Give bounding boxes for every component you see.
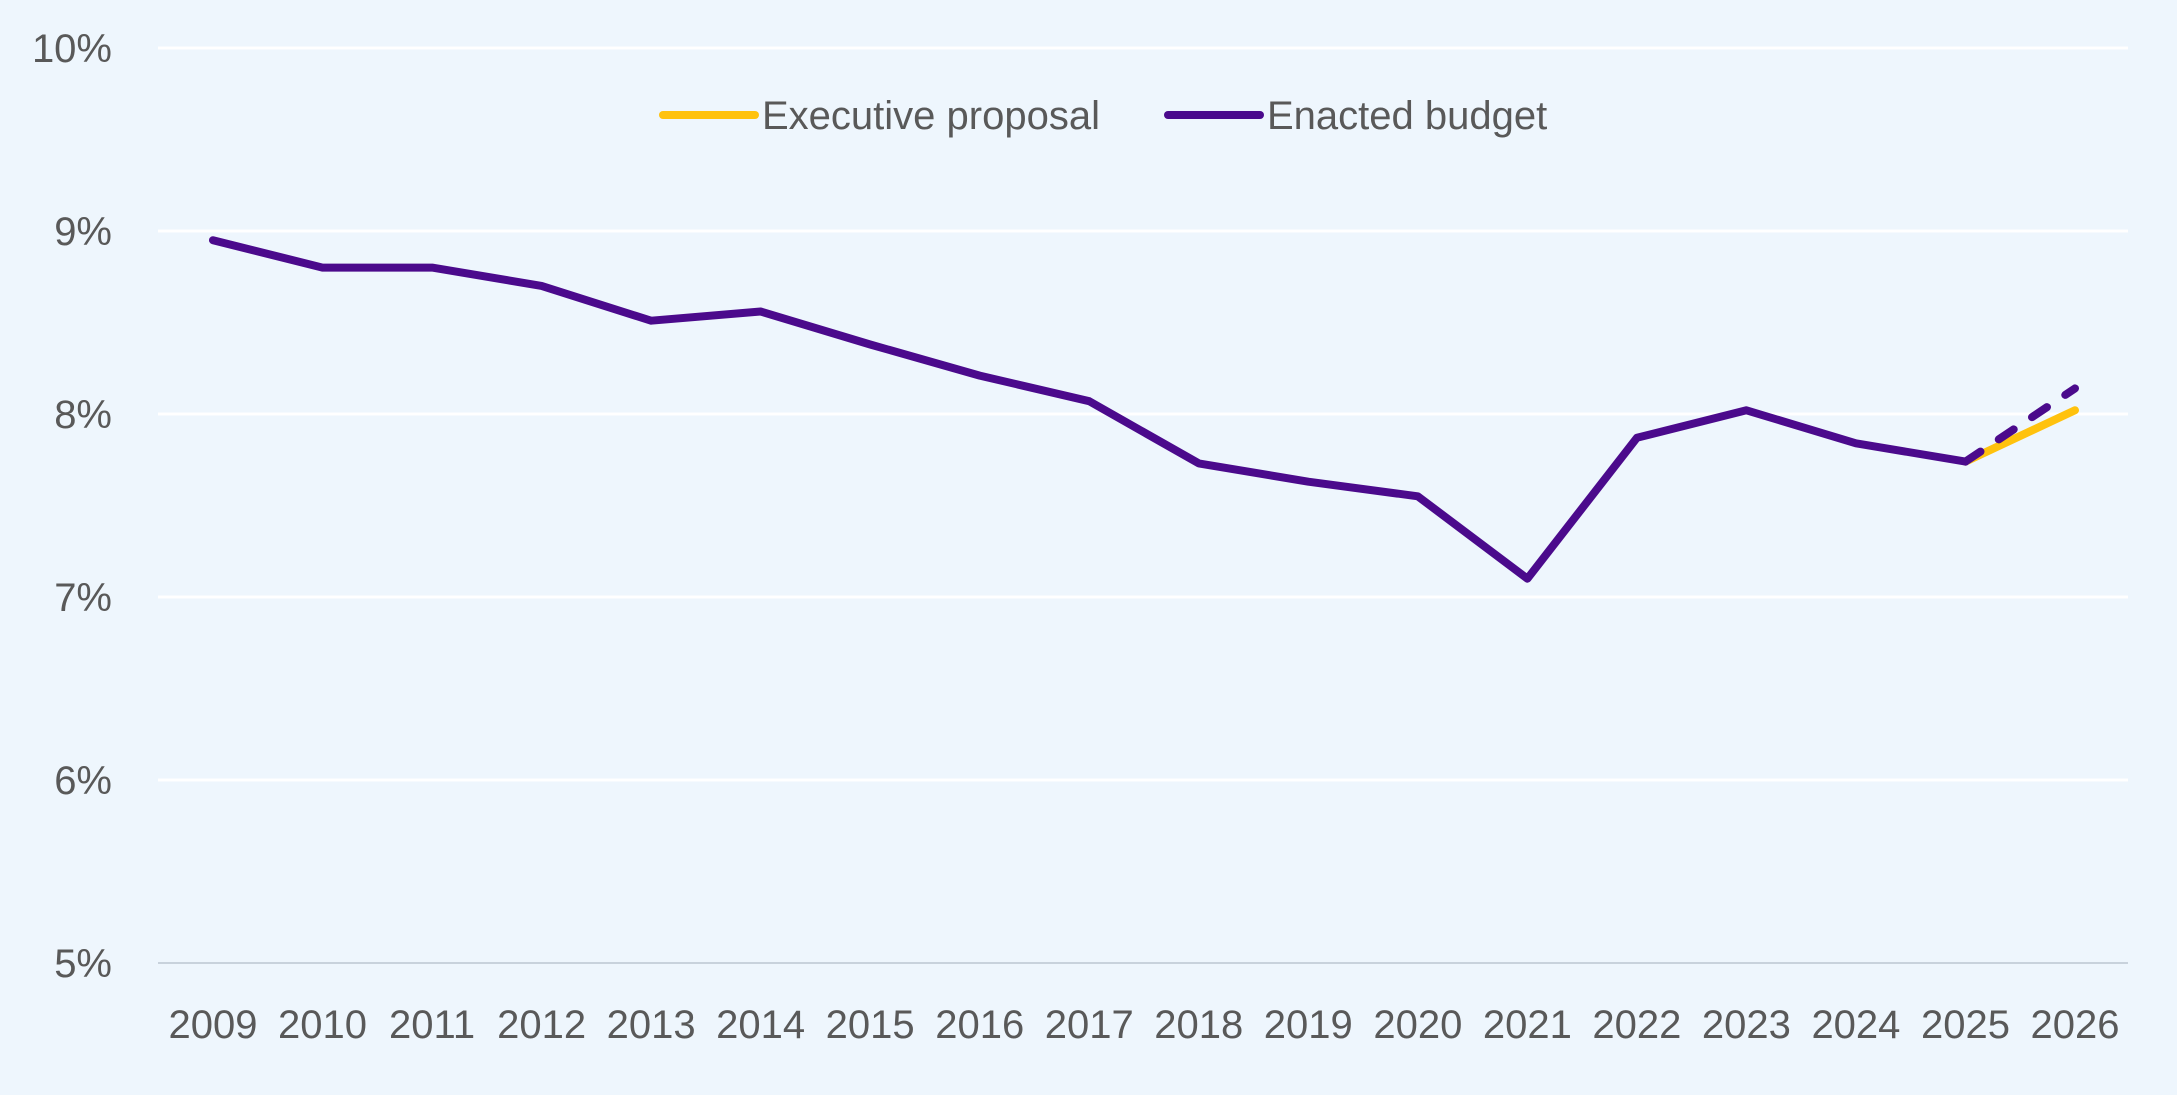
x-tick-label: 2022 [1592, 1003, 1681, 1047]
x-tick-label: 2021 [1483, 1003, 1572, 1047]
x-tick-label: 2023 [1702, 1003, 1791, 1047]
x-tick-label: 2018 [1154, 1003, 1243, 1047]
y-tick-label: 10% [32, 27, 112, 71]
series-line-enacted-budget-projection [1961, 384, 2079, 466]
x-tick-label: 2025 [1921, 1003, 2010, 1047]
y-tick-label: 9% [54, 210, 112, 254]
y-axis-ticks: 5% 6% 7% 8% 9% 10% [32, 27, 112, 986]
x-tick-label: 2019 [1264, 1003, 1353, 1047]
x-tick-label: 2017 [1045, 1003, 1134, 1047]
legend-label-enacted-budget: Enacted budget [1267, 94, 1547, 138]
x-tick-label: 2012 [497, 1003, 586, 1047]
x-tick-label: 2013 [607, 1003, 696, 1047]
x-tick-label: 2010 [278, 1003, 367, 1047]
gridlines [158, 46, 2128, 964]
x-tick-label: 2024 [1811, 1003, 1900, 1047]
y-tick-label: 6% [54, 759, 112, 803]
y-tick-label: 8% [54, 393, 112, 437]
x-tick-label: 2026 [2031, 1003, 2120, 1047]
x-tick-label: 2015 [826, 1003, 915, 1047]
x-tick-label: 2014 [716, 1003, 805, 1047]
x-tick-label: 2011 [389, 1003, 475, 1047]
legend-label-executive-proposal: Executive proposal [762, 94, 1100, 138]
y-tick-label: 7% [54, 576, 112, 620]
legend: Executive proposal Enacted budget [659, 94, 1547, 138]
x-axis-ticks: 2009 2010 2011 2012 2013 2014 2015 2016 2017 2018… [169, 1003, 2120, 1047]
series-line-enacted-budget [209, 236, 1970, 583]
x-tick-label: 2009 [169, 1003, 258, 1047]
x-tick-label: 2016 [935, 1003, 1024, 1047]
y-tick-label: 5% [54, 942, 112, 986]
x-tick-label: 2020 [1373, 1003, 1462, 1047]
series-lines [209, 236, 2079, 583]
